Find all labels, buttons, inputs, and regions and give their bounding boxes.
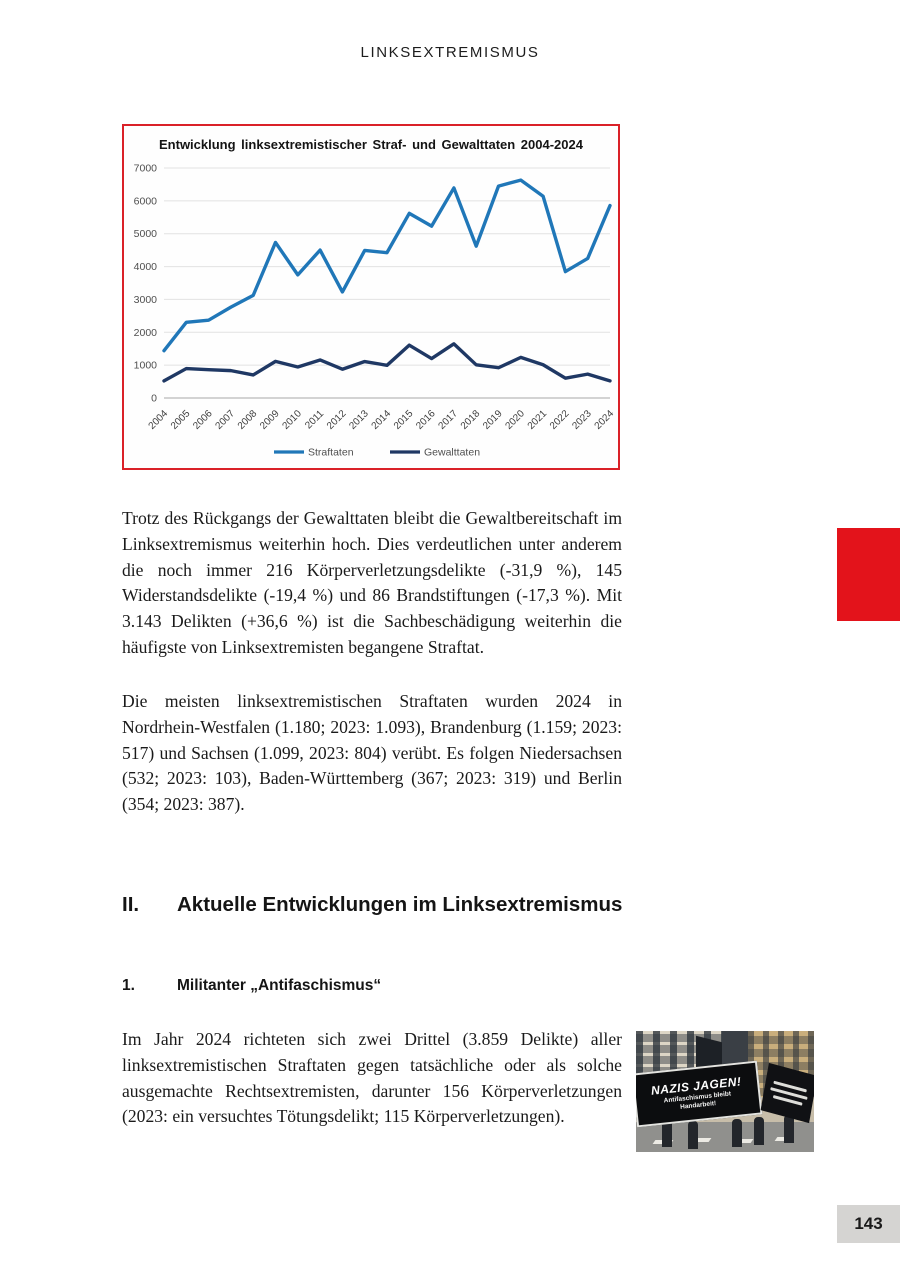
y-tick-label-3000: 3000 <box>134 294 158 306</box>
legend-label-straftaten: Straftaten <box>308 447 354 459</box>
demonstrator-silhouette <box>784 1115 794 1143</box>
subsection-title: Militanter „Antifaschismus“ <box>177 977 382 994</box>
series-line-straftaten <box>162 178 612 353</box>
y-tick-label-0: 0 <box>151 393 157 405</box>
demonstrator-silhouette <box>688 1121 698 1149</box>
x-tick-label-2009: 2009 <box>258 408 282 432</box>
y-tick-label-1000: 1000 <box>134 360 158 372</box>
y-tick-label-4000: 4000 <box>134 261 158 273</box>
x-tick-label-2008: 2008 <box>236 408 260 432</box>
demonstrator-silhouette <box>662 1119 672 1147</box>
section-title: Aktuelle Entwicklungen im Linksextremism… <box>177 893 623 916</box>
running-header: LINKSEXTREMISMUS <box>360 44 540 61</box>
x-tick-label-2024: 2024 <box>593 408 617 432</box>
x-tick-label-2018: 2018 <box>459 408 483 432</box>
demonstrator-silhouette <box>754 1117 764 1145</box>
protest-banner-main: NAZIS JAGEN! Antifaschismus bleibt Handa… <box>636 1060 763 1128</box>
x-tick-label-2010: 2010 <box>280 408 304 432</box>
chapter-tab-marker <box>837 528 900 621</box>
x-tick-label-2016: 2016 <box>414 408 438 432</box>
x-tick-label-2015: 2015 <box>392 408 416 432</box>
x-tick-label-2005: 2005 <box>169 408 193 432</box>
x-tick-label-2021: 2021 <box>526 408 550 432</box>
x-tick-label-2012: 2012 <box>325 408 349 432</box>
y-tick-label-2000: 2000 <box>134 327 158 339</box>
x-tick-label-2014: 2014 <box>370 408 394 432</box>
x-tick-label-2019: 2019 <box>481 408 505 432</box>
paragraph-state-comparison: Die meisten linksextremistischen Strafta… <box>122 691 622 815</box>
x-tick-label-2004: 2004 <box>147 408 171 432</box>
section-heading: II. Aktuelle Entwicklungen im Linksextrem… <box>122 893 682 917</box>
paragraph-antifa-stats: Im Jahr 2024 richteten sich zwei Drittel… <box>122 1029 622 1127</box>
section-number: II. <box>122 893 140 916</box>
x-tick-label-2013: 2013 <box>347 408 371 432</box>
chart-title: Entwicklung linksextremistischer Straf- … <box>159 137 583 152</box>
x-tick-label-2007: 2007 <box>214 408 238 432</box>
y-tick-label-5000: 5000 <box>134 228 158 240</box>
subsection-number: 1. <box>122 977 135 994</box>
chart-canvas: 0100020003000400050006000700020042005200… <box>134 163 617 459</box>
x-tick-label-2020: 2020 <box>503 408 527 432</box>
subsection-heading: 1. Militanter „Antifaschismus“ <box>122 977 682 995</box>
x-tick-label-2022: 2022 <box>548 408 572 432</box>
demonstrator-silhouette <box>732 1119 742 1147</box>
x-tick-label-2017: 2017 <box>437 408 461 432</box>
y-tick-label-6000: 6000 <box>134 195 158 207</box>
legend-label-gewalttaten: Gewalttaten <box>424 447 480 459</box>
crime-trend-chart: Entwicklung linksextremistischer Straf- … <box>122 124 620 470</box>
paragraph-violence-stats: Trotz des Rückgangs der Gewalttaten blei… <box>122 508 622 657</box>
x-tick-label-2023: 2023 <box>570 408 594 432</box>
protest-banner-secondary <box>760 1062 814 1124</box>
page-number: 143 <box>837 1205 900 1243</box>
x-tick-label-2011: 2011 <box>303 408 326 431</box>
x-tick-label-2006: 2006 <box>191 408 215 432</box>
series-line-gewalttaten <box>162 342 612 383</box>
y-tick-label-7000: 7000 <box>134 163 158 175</box>
demonstration-photo: NAZIS JAGEN! Antifaschismus bleibt Handa… <box>636 1031 814 1152</box>
